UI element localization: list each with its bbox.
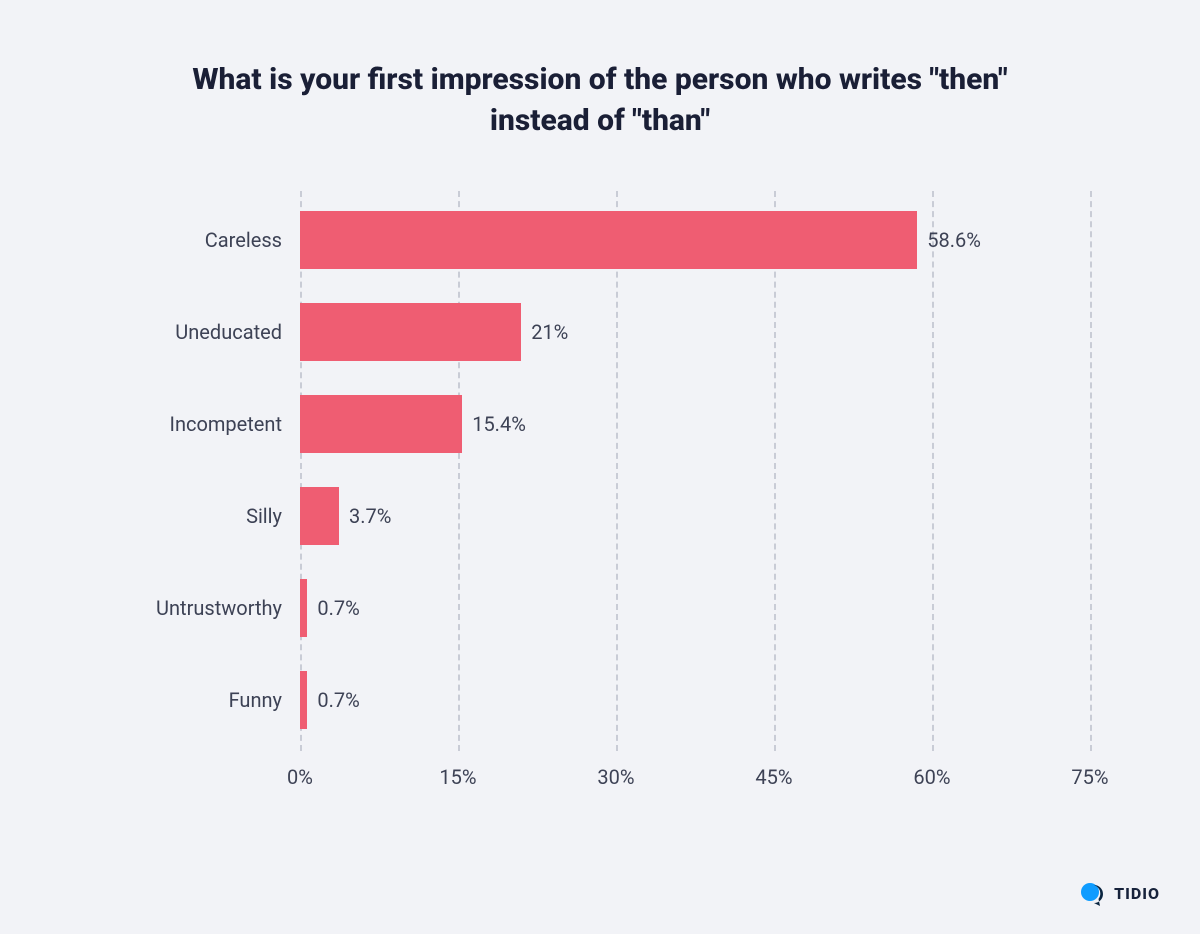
value-label: 0.7%: [317, 596, 359, 620]
category-label: Uneducated: [175, 320, 300, 344]
grid-line: [1090, 191, 1092, 751]
x-tick-label: 15%: [439, 765, 476, 789]
bar: [300, 579, 307, 637]
plot-area: 0%15%30%45%60%75% Careless58.6%Uneducate…: [300, 191, 1090, 751]
category-label: Silly: [246, 504, 300, 528]
brand-badge: TIDIO: [1080, 880, 1160, 906]
bar: [300, 211, 917, 269]
value-label: 21%: [531, 320, 568, 344]
bar-row: Funny0.7%: [300, 671, 1090, 729]
x-tick-label: 30%: [597, 765, 634, 789]
chart-area: 0%15%30%45%60%75% Careless58.6%Uneducate…: [110, 191, 1090, 751]
category-label: Careless: [205, 228, 300, 252]
bar-row: Incompetent15.4%: [300, 395, 1090, 453]
x-tick-label: 45%: [755, 765, 792, 789]
brand-name: TIDIO: [1114, 884, 1160, 903]
chart-card: What is your first impression of the per…: [0, 0, 1200, 934]
bar-row: Untrustworthy0.7%: [300, 579, 1090, 637]
value-label: 58.6%: [927, 228, 981, 252]
value-label: 0.7%: [317, 688, 359, 712]
bar-row: Uneducated21%: [300, 303, 1090, 361]
value-label: 15.4%: [472, 412, 526, 436]
grid-line: [616, 191, 618, 751]
value-label: 3.7%: [349, 504, 391, 528]
bar-row: Careless58.6%: [300, 211, 1090, 269]
bar: [300, 395, 462, 453]
x-axis: 0%15%30%45%60%75%: [300, 751, 1090, 801]
brand-icon: [1080, 880, 1106, 906]
grid-line: [774, 191, 776, 751]
x-tick-label: 0%: [287, 765, 313, 789]
grid-line: [300, 191, 302, 751]
bar-row: Silly3.7%: [300, 487, 1090, 545]
bar: [300, 671, 307, 729]
category-label: Incompetent: [170, 412, 300, 436]
bar: [300, 303, 521, 361]
x-tick-label: 60%: [913, 765, 950, 789]
chart-title: What is your first impression of the per…: [150, 60, 1050, 141]
grid-line: [458, 191, 460, 751]
x-tick-label: 75%: [1071, 765, 1108, 789]
grid-line: [932, 191, 934, 751]
category-label: Funny: [229, 688, 300, 712]
category-label: Untrustworthy: [156, 596, 300, 620]
bar: [300, 487, 339, 545]
